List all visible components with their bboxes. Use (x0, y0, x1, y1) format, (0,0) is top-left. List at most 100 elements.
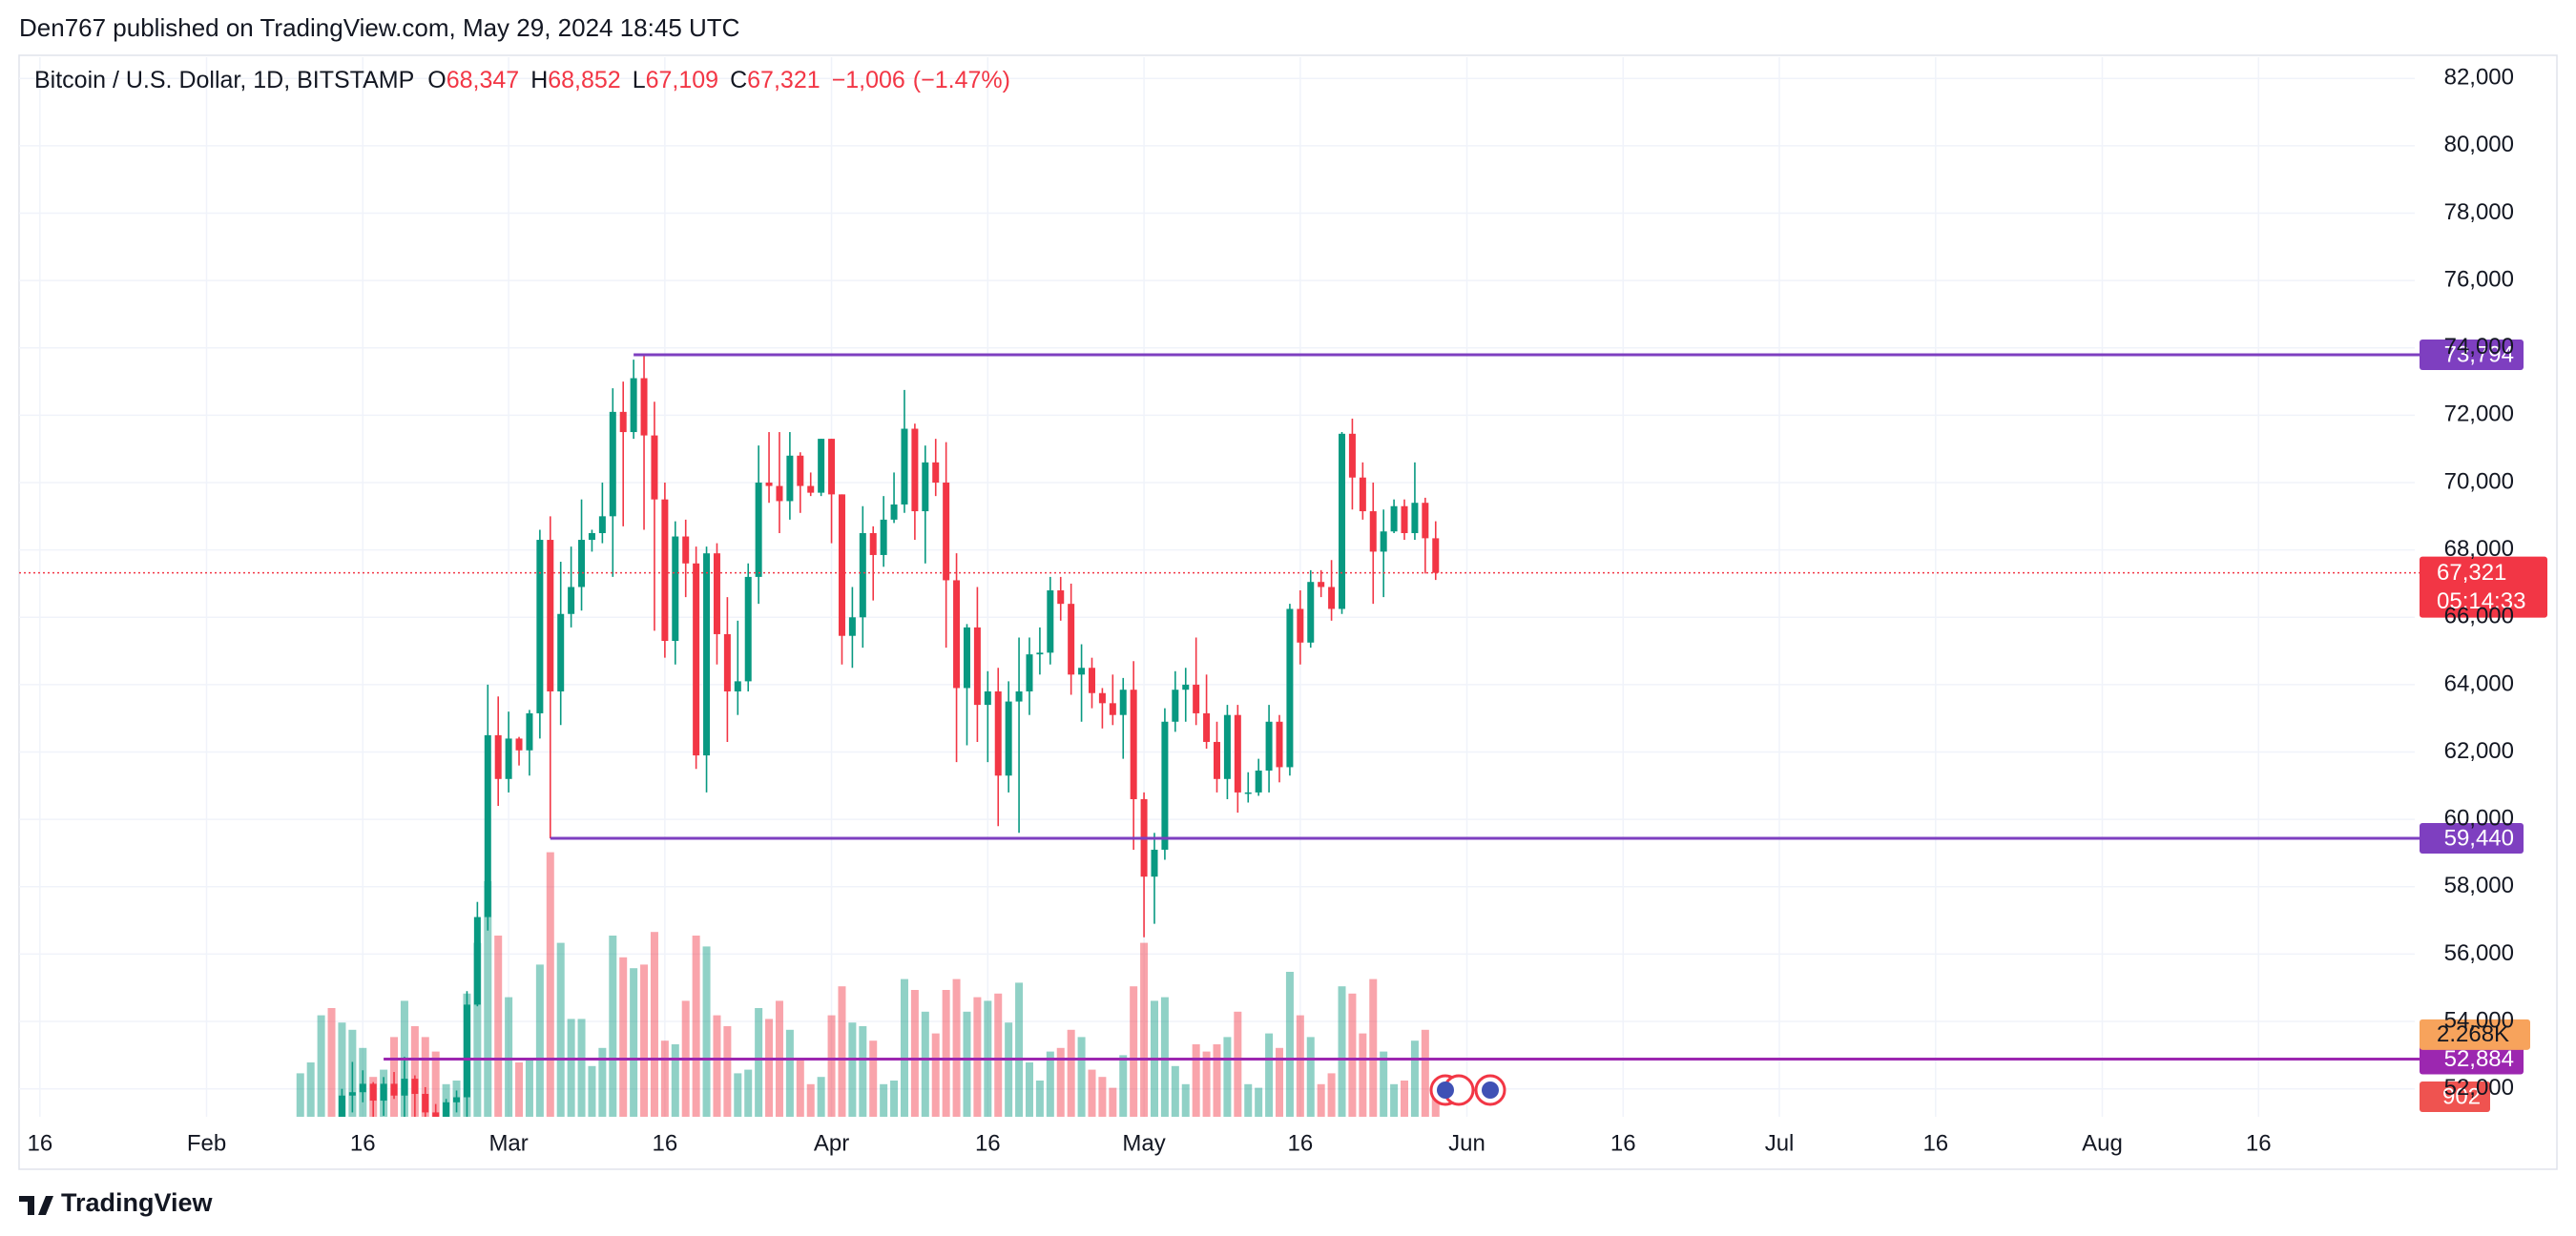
candle-body (1130, 690, 1137, 799)
candle-body (494, 734, 502, 779)
candle-body (1151, 849, 1158, 877)
candle-body (765, 483, 773, 486)
volume-bar (1160, 997, 1169, 1117)
volume-bar (692, 936, 700, 1117)
volume-bar (994, 993, 1003, 1117)
volume-bar (494, 936, 503, 1117)
volume-bar (296, 1073, 304, 1117)
x-tick-label: 16 (350, 1130, 376, 1156)
candle-body (640, 378, 648, 436)
volume-bar (1401, 1081, 1409, 1117)
candle-body (932, 462, 940, 484)
volume-bar (910, 990, 919, 1117)
volume-bar (1244, 1083, 1253, 1117)
current-price-label: 67,321 (2437, 560, 2506, 586)
candle-body (651, 435, 658, 500)
volume-bar (880, 1083, 888, 1117)
candle-body (1203, 712, 1211, 742)
volume-ma-label: 2.268K (2437, 1021, 2509, 1047)
candle-body (693, 563, 700, 756)
volume-bar (1098, 1077, 1107, 1117)
volume-bar (1067, 1029, 1075, 1117)
volume-bar (1390, 1083, 1399, 1117)
volume-bar (317, 1015, 325, 1117)
candle-body (901, 428, 908, 505)
legend-value: 67,321 (747, 67, 820, 93)
volume-bar (942, 990, 950, 1117)
candle-body (672, 536, 679, 642)
volume-bar (1317, 1083, 1325, 1117)
y-tick-label: 62,000 (2444, 738, 2514, 764)
volume-bar (588, 1065, 596, 1117)
candle-body (1078, 668, 1086, 675)
candle-body (432, 1112, 440, 1117)
x-tick-label: Jul (1765, 1130, 1795, 1156)
candle-body (1411, 503, 1419, 533)
volume-bar (1359, 1033, 1367, 1117)
candle-body (1193, 684, 1200, 713)
x-tick-label: Apr (814, 1130, 849, 1156)
volume-bar (1130, 986, 1138, 1117)
candle-body (943, 483, 950, 581)
volume-bar (431, 1051, 440, 1117)
x-tick-label: 16 (975, 1130, 1001, 1156)
candle-body (807, 485, 815, 493)
legend-value: 68,347 (447, 67, 519, 93)
volume-bar (1285, 972, 1294, 1117)
candle-body (922, 462, 929, 512)
level-label-box (2420, 1043, 2524, 1075)
candle-body (390, 1083, 398, 1096)
candle-body (953, 580, 961, 689)
volume-bar (900, 978, 908, 1117)
candle-body (411, 1079, 419, 1094)
legend-change-pct: (−1.47%) (913, 67, 1010, 93)
volume-bar (525, 1059, 533, 1117)
volume-bar (1265, 1033, 1274, 1117)
volume-bar (785, 1029, 794, 1117)
y-tick-label: 66,000 (2444, 604, 2514, 629)
volume-bar (1056, 1047, 1065, 1117)
candle-body (703, 553, 711, 756)
volume-bar (1213, 1044, 1221, 1117)
x-tick-label: 16 (27, 1130, 52, 1156)
candle-body (557, 613, 565, 691)
candle-body (307, 1213, 314, 1231)
volume-bar (1380, 1051, 1388, 1117)
current-price-box (2420, 556, 2547, 618)
volume-bar (1119, 1055, 1128, 1117)
x-tick-label: 16 (1287, 1130, 1313, 1156)
candle-body (1234, 714, 1241, 793)
candle-body (838, 494, 845, 636)
x-tick-label: 16 (2246, 1130, 2272, 1156)
volume-bar (890, 1081, 899, 1117)
candle-body (661, 499, 669, 642)
candle-body (380, 1083, 387, 1102)
legend-change: −1,006 (832, 67, 905, 93)
candle-body (1380, 531, 1387, 552)
volume-bar (619, 957, 628, 1117)
candle-body (776, 485, 783, 502)
candle-body (1005, 701, 1012, 776)
candle-body (723, 633, 731, 691)
level-label-box (2420, 340, 2524, 371)
candle-body (1265, 721, 1273, 771)
candle-body (682, 536, 690, 564)
volume-bar (546, 852, 554, 1117)
candle-body (297, 1232, 303, 1236)
y-tick-label: 80,000 (2444, 132, 2514, 157)
volume-bar (640, 964, 649, 1117)
candle-body (1401, 505, 1408, 533)
x-tick-label: Feb (187, 1130, 226, 1156)
candle-body (1318, 582, 1325, 587)
volume-bar (535, 964, 544, 1117)
volume-bar (650, 932, 658, 1117)
candle-body (963, 627, 970, 689)
volume-bar (1035, 1081, 1044, 1117)
candle-body (755, 483, 762, 577)
legend-symbol: Bitcoin / U.S. Dollar, 1D, BITSTAMP (34, 67, 414, 93)
volume-bar (1140, 942, 1149, 1117)
candle-body (473, 917, 481, 1005)
volume-bar (567, 1019, 575, 1117)
volume-bar (963, 1011, 971, 1117)
